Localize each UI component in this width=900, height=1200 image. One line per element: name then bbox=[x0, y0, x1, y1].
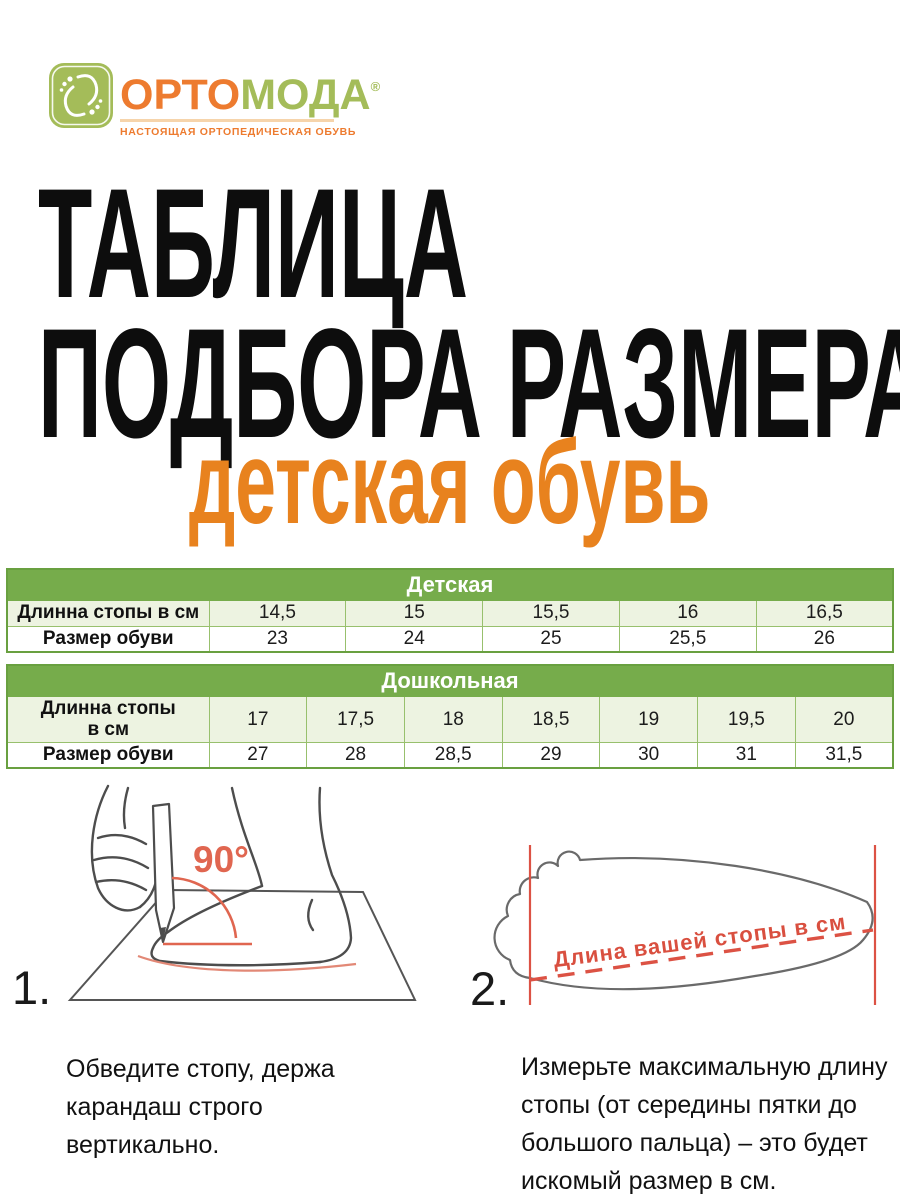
brand-name-part2: МОДА bbox=[240, 71, 371, 119]
table-cell: 23 bbox=[208, 625, 347, 653]
table-cell: 25,5 bbox=[618, 625, 757, 653]
size-table-detskaya: Детская Длинна стопы в см 14,5 15 15,5 1… bbox=[6, 568, 894, 653]
table-cell: 30 bbox=[599, 741, 699, 769]
table-cell: 27 bbox=[208, 741, 308, 769]
step1-number: 1. bbox=[12, 961, 51, 1014]
foot-outline bbox=[493, 850, 874, 991]
foot-profile bbox=[150, 786, 353, 967]
brand-name: ОРТОМОДА® bbox=[120, 67, 381, 117]
table-cell: 29 bbox=[501, 741, 601, 769]
table2-length-label-line2: в см bbox=[87, 719, 130, 740]
table-cell: 14,5 bbox=[208, 599, 347, 627]
step1-caption: Обведите стопу, держа карандаш строго ве… bbox=[66, 1055, 335, 1159]
paper-sheet bbox=[67, 888, 417, 1001]
table-cell: 19,5 bbox=[697, 695, 796, 743]
page-title-line2: ПОДБОРА РАЗМЕРА bbox=[38, 297, 900, 471]
table1-length-row: Длинна стопы в см 14,5 15 15,5 16 16,5 bbox=[6, 599, 894, 627]
angle-label: 90° bbox=[193, 839, 249, 880]
angle-markings bbox=[137, 876, 357, 972]
table-cell: 15,5 bbox=[482, 599, 620, 627]
measure-marks bbox=[528, 845, 877, 1005]
brand-name-part1: ОРТО bbox=[120, 71, 241, 119]
footprints-icon bbox=[49, 63, 113, 128]
tagline-rule bbox=[120, 119, 334, 122]
table-cell: 25 bbox=[482, 625, 620, 653]
measure-foot-illustration: Длина вашей стопы в см 2. bbox=[470, 845, 877, 1015]
table2-length-label: Длинна стопы в см bbox=[6, 695, 210, 743]
table-cell: 31 bbox=[697, 741, 796, 769]
pencil-icon bbox=[151, 802, 176, 944]
step2-number: 2. bbox=[470, 962, 509, 1015]
table-cell: 26 bbox=[755, 625, 894, 653]
table-cell: 31,5 bbox=[794, 741, 894, 769]
brand-tagline: НАСТОЯЩАЯ ОРТОПЕДИЧЕСКАЯ ОБУВЬ bbox=[120, 126, 357, 138]
table2-header: Дошкольная bbox=[6, 664, 894, 697]
registered-mark: ® bbox=[370, 79, 381, 94]
table1-size-row: Размер обуви 23 24 25 25,5 26 bbox=[6, 625, 894, 653]
brand-logo: ОРТОМОДА® НАСТОЯЩАЯ ОРТОПЕДИЧЕСКАЯ ОБУВЬ bbox=[48, 62, 380, 138]
table-cell: 16,5 bbox=[755, 599, 894, 627]
size-table-doshkolnaya: Дошкольная Длинна стопы в см 17 17,5 18 1… bbox=[6, 664, 894, 769]
table-cell: 17 bbox=[208, 695, 308, 743]
hand bbox=[90, 784, 159, 912]
table-cell: 28,5 bbox=[403, 741, 503, 769]
table2-length-label-line1: Длинна стопы bbox=[40, 698, 176, 719]
table-cell: 19 bbox=[599, 695, 699, 743]
table-cell: 28 bbox=[306, 741, 405, 769]
table1-size-label: Размер обуви bbox=[6, 625, 210, 653]
table2-length-row: Длинна стопы в см 17 17,5 18 18,5 19 19,5… bbox=[6, 695, 894, 743]
table-cell: 20 bbox=[794, 695, 894, 743]
trace-foot-illustration: 90° 1. bbox=[12, 784, 417, 1014]
table-cell: 16 bbox=[618, 599, 757, 627]
step2-caption: Измерьте максимальную длину стопы (от се… bbox=[521, 1053, 888, 1195]
logo-text: ОРТОМОДА® НАСТОЯЩАЯ ОРТОПЕДИЧЕСКАЯ ОБУВЬ bbox=[120, 62, 380, 138]
table-cell: 18 bbox=[403, 695, 503, 743]
table-cell: 15 bbox=[345, 599, 484, 627]
table2-size-row: Размер обуви 27 28 28,5 29 30 31 31,5 bbox=[6, 741, 894, 769]
table1-header: Детская bbox=[6, 568, 894, 601]
measure-label: Длина вашей стопы в см bbox=[552, 909, 848, 972]
table1-length-label: Длинна стопы в см bbox=[6, 599, 210, 627]
table-cell: 18,5 bbox=[501, 695, 601, 743]
page-title-line1: ТАБЛИЦА bbox=[38, 157, 469, 331]
table2-size-label: Размер обуви bbox=[6, 741, 210, 769]
page-subtitle: детская обувь bbox=[189, 417, 711, 549]
table-cell: 24 bbox=[345, 625, 484, 653]
table-cell: 17,5 bbox=[306, 695, 405, 743]
